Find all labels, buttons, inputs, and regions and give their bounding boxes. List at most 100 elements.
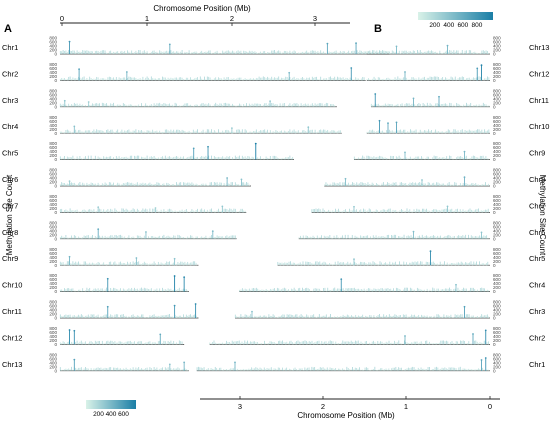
y-tick-label: 200: [493, 312, 501, 317]
peak-marker: [446, 205, 449, 208]
chromosome-label: Chr8: [529, 175, 545, 184]
peak-marker: [480, 231, 483, 234]
y-tick-label: 0: [493, 78, 496, 83]
chromosome-label: Chr1: [2, 43, 18, 52]
y-tick-label: 0: [54, 131, 57, 136]
chromosome-label: Chr13: [529, 43, 549, 52]
chromosome-label: Chr4: [529, 281, 545, 290]
y-tick-label: 800: [493, 194, 501, 199]
peak-marker: [221, 205, 224, 208]
y-tick-label: 200: [493, 100, 501, 105]
y-tick-label: 400: [493, 176, 501, 181]
peak-marker: [234, 361, 236, 364]
y-tick-label: 0: [54, 184, 57, 189]
y-tick-label: 800: [49, 326, 57, 331]
y-tick-label: 200: [493, 206, 501, 211]
peak-marker: [73, 358, 76, 361]
y-tick-label: 600: [49, 224, 57, 229]
peak-marker: [97, 206, 100, 209]
peak-marker: [73, 125, 76, 128]
y-tick-label: 800: [493, 115, 501, 120]
y-tick-label: 0: [493, 104, 496, 109]
panel-a-color-legend: 200 400 600: [86, 400, 136, 418]
y-tick-label: 400: [49, 202, 57, 207]
y-tick-label: 600: [49, 251, 57, 256]
peak-marker: [87, 101, 90, 103]
peak-marker: [463, 176, 466, 179]
peak-marker: [378, 119, 381, 122]
peak-marker: [446, 44, 449, 47]
y-tick-label: 600: [493, 224, 501, 229]
peak-marker: [135, 257, 138, 259]
y-tick-label: 600: [493, 277, 501, 282]
peak-marker: [194, 303, 197, 305]
y-tick-label: 600: [493, 251, 501, 256]
chromosome-label: Chr2: [2, 69, 18, 78]
peak-marker: [168, 43, 171, 46]
y-tick-label: 600: [49, 172, 57, 177]
y-tick-label: 0: [54, 236, 57, 241]
y-tick-label: 0: [493, 157, 496, 162]
y-tick-label: 600: [49, 66, 57, 71]
y-tick-label: 400: [493, 308, 501, 313]
chromosome-label: Chr9: [529, 149, 545, 158]
y-tick-label: 600: [49, 40, 57, 45]
y-tick-label: 200: [493, 259, 501, 264]
y-tick-label: 600: [493, 198, 501, 203]
peak-marker: [326, 42, 329, 45]
y-tick-label: 200: [49, 74, 57, 79]
peak-marker: [484, 357, 487, 359]
peak-marker: [429, 250, 432, 253]
peak-marker: [97, 228, 100, 231]
peak-marker: [68, 255, 71, 258]
y-tick-label: 200: [49, 180, 57, 185]
panel-b-color-legend: 200 400 600 800: [418, 12, 493, 29]
peak-marker: [463, 150, 466, 153]
peak-marker: [78, 68, 80, 71]
y-tick-label: 800: [49, 352, 57, 357]
y-tick-label: 0: [493, 52, 496, 57]
y-tick-label: 800: [493, 326, 501, 331]
y-tick-label: 400: [493, 96, 501, 101]
y-tick-label: 200: [493, 180, 501, 185]
y-tick-label: 400: [493, 360, 501, 365]
peak-marker: [350, 67, 353, 69]
chromosome-label: Chr7: [2, 201, 18, 210]
peak-marker: [288, 71, 291, 74]
top-x-axis: 0 1 2 3: [60, 14, 350, 26]
chromosome-label: Chr3: [2, 96, 18, 105]
peak-marker: [159, 333, 162, 336]
chromosome-label: Chr10: [529, 122, 549, 131]
y-tick-label: 800: [493, 88, 501, 93]
y-tick-label: 400: [49, 360, 57, 365]
peak-marker: [463, 305, 466, 308]
y-tick-label: 600: [493, 356, 501, 361]
y-tick-label: 200: [49, 364, 57, 369]
y-tick-label: 200: [49, 338, 57, 343]
panel-a-label: A: [4, 23, 12, 35]
chromosome-label: Chr6: [2, 175, 18, 184]
y-tick-label: 800: [49, 273, 57, 278]
y-tick-label: 0: [54, 210, 57, 215]
peak-marker: [251, 310, 253, 313]
peak-marker: [168, 363, 171, 366]
chromosome-label: Chr3: [529, 307, 545, 316]
y-tick-label: 600: [493, 145, 501, 150]
y-tick-label: 0: [54, 263, 57, 268]
y-tick-label: 200: [493, 48, 501, 53]
chromosome-label: Chr1: [529, 360, 545, 369]
y-tick-label: 800: [49, 247, 57, 252]
chromosome-label: Chr7: [529, 201, 545, 210]
peak-marker: [226, 177, 229, 179]
y-tick-label: 0: [493, 131, 496, 136]
legend-tick-label: 400: [443, 22, 454, 29]
y-tick-label: 800: [49, 300, 57, 305]
